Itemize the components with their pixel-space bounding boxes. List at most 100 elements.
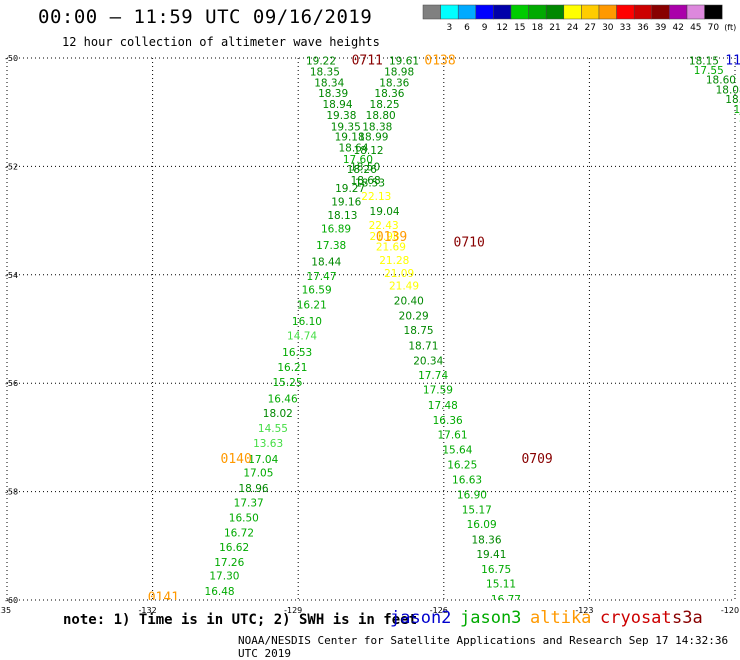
colorbar-label: 27 xyxy=(584,23,595,33)
swh-point: 18.35 xyxy=(310,67,340,79)
colorbar-swatch xyxy=(493,4,512,20)
swh-point: 16.90 xyxy=(457,489,487,501)
swh-point: 20.40 xyxy=(394,295,424,307)
pass-time-label: 0138 xyxy=(424,54,455,69)
units-note: note: 1) Time is in UTC; 2) SWH is in fe… xyxy=(63,612,418,628)
swh-point: 20.29 xyxy=(399,310,429,322)
x-tick-label: -129 xyxy=(284,606,302,615)
swh-point: 19.22 xyxy=(306,56,336,68)
colorbar-label: 39 xyxy=(655,23,667,33)
swh-point: 17.63 xyxy=(738,113,740,125)
colorbar-swatch xyxy=(563,4,582,20)
x-tick-label: -126 xyxy=(430,606,448,615)
swh-point: 21.49 xyxy=(389,281,419,293)
satellite-legend-altika: altika xyxy=(530,608,592,628)
satellite-legend-cryosat: cryosat xyxy=(600,608,672,628)
swh-point: 19.38 xyxy=(326,110,356,122)
swh-point: 14.74 xyxy=(287,331,317,343)
swh-point: 18.15 xyxy=(689,56,719,68)
swh-point: 18.13 xyxy=(327,210,357,222)
satellite-legend-s3a: s3a xyxy=(672,608,703,628)
swh-point: 17.05 xyxy=(243,468,273,480)
swh-point: 22.43 xyxy=(369,220,399,232)
colorbar-label: 15 xyxy=(514,23,525,33)
swh-point: 16.41 xyxy=(185,645,215,650)
satellite-legend-jason2: jason2 xyxy=(390,608,452,628)
colorbar-label: 30 xyxy=(602,23,614,33)
swh-point: 18.53 xyxy=(355,178,385,190)
swh-point: 18.34 xyxy=(314,77,344,89)
swh-point: 21.98 xyxy=(370,231,400,243)
x-tick-label: -135 xyxy=(0,606,11,615)
swh-point: 16.09 xyxy=(467,519,497,531)
swh-point: 16.46 xyxy=(268,393,298,405)
swh-point: 21.69 xyxy=(376,242,406,254)
swh-point: 19.35 xyxy=(331,121,361,133)
swh-point: 16.89 xyxy=(321,224,351,236)
swh-point: 21.28 xyxy=(379,255,409,267)
swh-point: 17.38 xyxy=(316,240,346,252)
colorbar-label: 33 xyxy=(620,23,631,33)
pass-time-label: 0710 xyxy=(454,235,485,250)
colorbar-swatch xyxy=(598,4,617,20)
swh-point: 17.55 xyxy=(694,65,724,77)
swh-point: 18.36 xyxy=(379,77,409,89)
colorbar-label: 3 xyxy=(447,23,453,33)
chart-title: 00:00 — 11:59 UTC 09/16/2019 xyxy=(38,6,373,28)
pass-time-label: 0140 xyxy=(221,452,252,467)
swh-point: 15.11 xyxy=(486,579,516,591)
swh-point: 17.37 xyxy=(234,497,264,509)
y-tick-label: -54 xyxy=(5,271,18,280)
swh-point: 18.68 xyxy=(351,175,381,187)
swh-point: 19.27 xyxy=(335,183,365,195)
swh-point: 21.09 xyxy=(384,268,414,280)
pass-time-label: 0709 xyxy=(521,452,552,467)
swh-point: 18.64 xyxy=(338,142,368,154)
colorbar-swatch xyxy=(545,4,565,20)
swh-point: 18.94 xyxy=(322,99,352,111)
colorbar-swatch xyxy=(457,4,477,20)
swh-point: 17.60 xyxy=(343,154,373,166)
swh-point: 18.36 xyxy=(471,534,501,546)
swh-point: 19.16 xyxy=(331,197,361,209)
credit-line: NOAA/NESDIS Center for Satellite Applica… xyxy=(238,634,729,660)
pass-time-label: 0141 xyxy=(148,590,179,605)
colorbar-label: 12 xyxy=(496,23,507,33)
colorbar-swatch xyxy=(704,4,723,20)
swh-point: 15.17 xyxy=(462,504,492,516)
swh-point: 18.16 xyxy=(725,94,740,106)
swh-point: 19.18 xyxy=(335,132,365,144)
colorbar-label: 6 xyxy=(464,23,470,33)
colorbar-swatch xyxy=(633,4,653,20)
pass-time-label: 0711 xyxy=(352,54,383,69)
swh-point: 20.34 xyxy=(413,355,443,367)
chart-subtitle: 12 hour collection of altimeter wave hei… xyxy=(62,35,380,49)
colorbar-swatch xyxy=(422,4,441,20)
swh-point: 15.64 xyxy=(442,444,472,456)
swh-point: 17.47 xyxy=(306,271,336,283)
swh-point: 14.55 xyxy=(258,423,288,435)
swh-point: 17.26 xyxy=(214,557,244,569)
swh-point: 13.63 xyxy=(253,438,283,450)
x-tick-label: -132 xyxy=(139,606,157,615)
swh-point: 18.96 xyxy=(239,483,269,495)
swh-point: 19.04 xyxy=(370,206,400,218)
y-tick-label: -58 xyxy=(5,488,18,497)
swh-point: 16.50 xyxy=(229,513,259,525)
swh-point: 18.50 xyxy=(350,161,380,173)
y-tick-label: -56 xyxy=(5,379,18,388)
swh-point: 16.62 xyxy=(219,542,249,554)
satellite-legend-jason3: jason3 xyxy=(460,608,522,628)
y-tick-label: -50 xyxy=(5,54,18,63)
swh-point: 18.26 xyxy=(347,164,377,176)
swh-point: 18.36 xyxy=(374,88,404,100)
colorbar-label: 24 xyxy=(567,23,579,33)
swh-point: 18.71 xyxy=(408,340,438,352)
swh-point: 16.77 xyxy=(491,594,521,606)
swh-point: 17.61 xyxy=(437,430,467,442)
colorbar-label: 21 xyxy=(549,23,560,33)
swh-point: 16.25 xyxy=(447,460,477,472)
colorbar-label: 42 xyxy=(672,23,683,33)
swh-point: 17.48 xyxy=(428,400,458,412)
